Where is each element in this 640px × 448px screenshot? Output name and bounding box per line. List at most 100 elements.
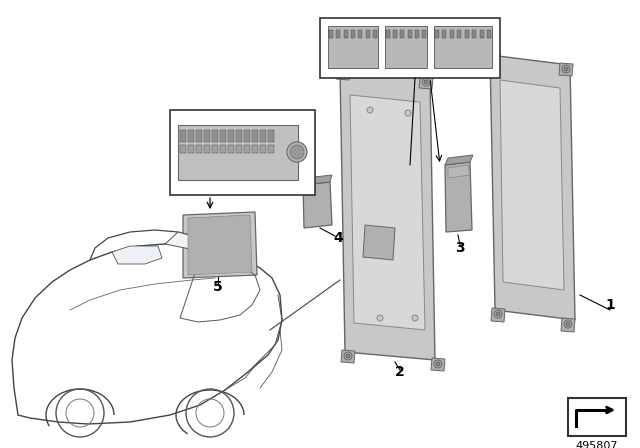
Bar xyxy=(408,30,412,38)
Bar xyxy=(268,130,274,142)
Bar xyxy=(393,30,397,38)
Bar xyxy=(220,145,226,153)
Bar xyxy=(415,30,419,38)
Bar xyxy=(458,30,461,38)
Bar xyxy=(465,30,468,38)
Bar xyxy=(212,130,218,142)
Bar xyxy=(358,30,362,38)
Bar xyxy=(244,130,250,142)
Circle shape xyxy=(412,315,418,321)
Bar xyxy=(386,30,390,38)
Polygon shape xyxy=(303,175,332,185)
Bar xyxy=(328,26,378,68)
Bar xyxy=(252,130,258,142)
Polygon shape xyxy=(341,350,355,363)
Circle shape xyxy=(566,322,570,326)
Polygon shape xyxy=(112,246,162,264)
Bar xyxy=(260,145,266,153)
Circle shape xyxy=(562,65,570,73)
Circle shape xyxy=(424,80,428,84)
Bar xyxy=(320,18,500,78)
Polygon shape xyxy=(303,182,332,228)
Polygon shape xyxy=(448,165,470,178)
Circle shape xyxy=(344,352,352,360)
Bar xyxy=(180,130,186,142)
Polygon shape xyxy=(336,67,350,80)
Bar xyxy=(472,30,476,38)
Text: 5: 5 xyxy=(213,280,223,294)
Bar xyxy=(479,30,484,38)
Polygon shape xyxy=(350,95,425,330)
Polygon shape xyxy=(491,308,505,322)
Bar xyxy=(196,145,202,153)
Bar xyxy=(422,30,426,38)
Bar xyxy=(252,145,258,153)
Bar xyxy=(170,110,315,195)
Bar xyxy=(228,130,234,142)
Bar xyxy=(180,145,186,153)
Bar xyxy=(434,26,492,68)
Bar xyxy=(435,30,439,38)
Bar xyxy=(401,30,404,38)
Circle shape xyxy=(367,107,373,113)
Bar xyxy=(244,145,250,153)
Bar xyxy=(329,30,333,38)
Bar xyxy=(385,26,427,68)
Bar xyxy=(236,130,242,142)
Text: 3: 3 xyxy=(455,241,465,255)
Bar xyxy=(236,145,242,153)
Circle shape xyxy=(564,67,568,71)
Bar xyxy=(212,145,218,153)
Bar xyxy=(450,30,454,38)
Bar xyxy=(260,130,266,142)
Bar xyxy=(188,145,194,153)
Bar xyxy=(373,30,377,38)
Circle shape xyxy=(491,56,495,60)
Bar xyxy=(487,30,491,38)
Circle shape xyxy=(496,312,500,316)
Polygon shape xyxy=(340,70,435,360)
Circle shape xyxy=(377,315,383,321)
Polygon shape xyxy=(559,63,573,76)
Circle shape xyxy=(341,71,345,75)
Circle shape xyxy=(290,145,304,159)
Polygon shape xyxy=(183,212,257,278)
Bar xyxy=(337,30,340,38)
Polygon shape xyxy=(486,52,500,65)
Circle shape xyxy=(494,310,502,318)
Text: 495807: 495807 xyxy=(576,441,618,448)
Polygon shape xyxy=(188,215,252,275)
Circle shape xyxy=(287,142,307,162)
Bar xyxy=(204,130,210,142)
Bar xyxy=(188,130,194,142)
Polygon shape xyxy=(445,155,473,165)
Circle shape xyxy=(346,354,350,358)
Circle shape xyxy=(339,69,347,77)
Polygon shape xyxy=(445,162,472,232)
Bar xyxy=(204,145,210,153)
Text: 2: 2 xyxy=(395,365,405,379)
Circle shape xyxy=(405,110,411,116)
Circle shape xyxy=(564,320,572,328)
Circle shape xyxy=(489,54,497,62)
Polygon shape xyxy=(419,76,433,89)
Bar xyxy=(196,130,202,142)
Circle shape xyxy=(422,78,430,86)
Polygon shape xyxy=(561,318,575,332)
Text: 1: 1 xyxy=(605,298,615,312)
Polygon shape xyxy=(431,358,445,371)
Bar xyxy=(351,30,355,38)
Bar xyxy=(568,398,626,436)
Bar xyxy=(220,130,226,142)
Polygon shape xyxy=(490,55,575,320)
Bar xyxy=(442,30,447,38)
Polygon shape xyxy=(165,232,220,258)
Circle shape xyxy=(436,362,440,366)
Circle shape xyxy=(434,360,442,368)
Polygon shape xyxy=(363,225,395,260)
Bar xyxy=(268,145,274,153)
Text: 4: 4 xyxy=(333,231,343,245)
Bar xyxy=(344,30,348,38)
Polygon shape xyxy=(500,80,564,290)
Bar xyxy=(178,125,298,180)
